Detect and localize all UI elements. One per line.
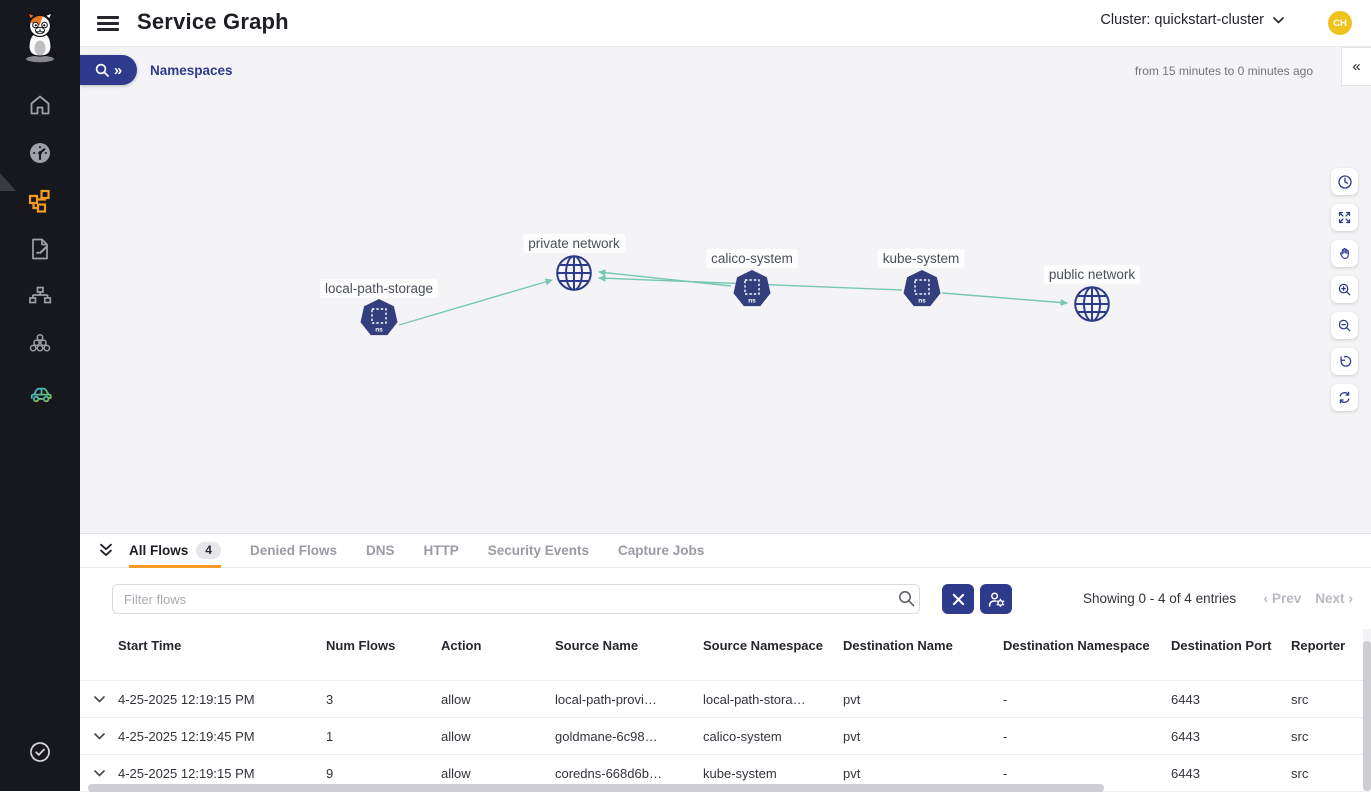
cluster-selector-label: Cluster: quickstart-cluster — [1100, 12, 1264, 28]
pager: ‹ Prev Next › — [1263, 584, 1353, 614]
filter-flows-input[interactable] — [112, 584, 920, 614]
next-button[interactable]: Next › — [1315, 591, 1353, 606]
user-settings-button[interactable] — [980, 584, 1012, 614]
row-expand-chevron-icon[interactable] — [80, 732, 118, 740]
column-header[interactable]: Num Flows — [326, 638, 396, 653]
right-panel-collapse-button[interactable]: « — [1341, 47, 1371, 86]
undo-button[interactable] — [1331, 348, 1358, 375]
sidebar — [0, 0, 80, 791]
chevrons-right-icon: » — [113, 61, 123, 79]
flows-tabs: All Flows 4 Denied Flows DNS HTTP Securi… — [129, 534, 704, 568]
column-header[interactable]: Destination Name — [843, 638, 953, 653]
zoom-in-button[interactable] — [1331, 276, 1358, 303]
network-node-public[interactable] — [1073, 285, 1111, 328]
tab-http[interactable]: HTTP — [423, 534, 458, 568]
namespace-node-local-path-storage[interactable]: ns — [359, 298, 399, 343]
tab-label: HTTP — [423, 542, 459, 558]
column-header[interactable]: Destination Namespace — [1003, 638, 1150, 653]
clock-icon — [1337, 174, 1352, 189]
chevron-down-icon — [1273, 16, 1284, 24]
column-header[interactable]: Destination Port — [1171, 638, 1272, 653]
row-expand-chevron-icon[interactable] — [80, 769, 118, 777]
topbar: Service Graph Cluster: quickstart-cluste… — [80, 0, 1371, 47]
node-label[interactable]: private network — [523, 234, 625, 253]
tab-security-events[interactable]: Security Events — [488, 534, 589, 568]
dashboard-gauge-icon[interactable] — [28, 141, 52, 165]
column-header[interactable]: Start Time — [118, 638, 182, 653]
car-icon[interactable] — [28, 380, 52, 404]
network-tree-icon[interactable] — [28, 285, 52, 309]
search-icon — [898, 590, 915, 612]
zoom-out-icon — [1338, 319, 1351, 332]
graph-search-button[interactable]: » — [80, 55, 137, 85]
tab-label: DNS — [365, 542, 395, 558]
tab-dns[interactable]: DNS — [366, 534, 395, 568]
service-graph-icon[interactable] — [28, 189, 52, 213]
column-header[interactable]: Reporter — [1291, 638, 1346, 653]
close-icon — [952, 593, 964, 605]
tab-capture-jobs[interactable]: Capture Jobs — [618, 534, 704, 568]
column-header[interactable]: Source Namespace — [703, 638, 823, 653]
active-nav-marker — [0, 173, 16, 191]
hand-icon — [1339, 247, 1349, 259]
zoom-in-icon — [1338, 283, 1351, 296]
svg-text:ns: ns — [748, 298, 756, 305]
circle-cluster-icon[interactable] — [28, 333, 52, 357]
flows-panel: All Flows 4 Denied Flows DNS HTTP Securi… — [80, 533, 1371, 792]
graph-edges — [398, 269, 1068, 326]
panel-collapse-button[interactable] — [97, 542, 117, 560]
node-label[interactable]: calico-system — [706, 249, 798, 268]
node-label[interactable]: public network — [1043, 265, 1141, 284]
home-icon[interactable] — [28, 93, 52, 117]
menu-hamburger-icon[interactable] — [97, 13, 119, 33]
avatar[interactable]: CH — [1328, 11, 1352, 35]
tab-count-badge: 4 — [196, 541, 221, 559]
tab-label: Capture Jobs — [618, 542, 705, 558]
svg-text:ns: ns — [375, 327, 383, 334]
network-node-private[interactable] — [555, 254, 593, 297]
time-range-label: from 15 minutes to 0 minutes ago — [1134, 64, 1313, 78]
node-label[interactable]: local-path-storage — [319, 279, 439, 298]
user-gear-icon — [988, 592, 1004, 607]
undo-icon — [1340, 356, 1352, 367]
table-header-row: Start Time Num Flows Action Source Name … — [80, 629, 1363, 681]
refresh-icon — [1339, 391, 1350, 404]
flows-table: Start Time Num Flows Action Source Name … — [80, 629, 1363, 792]
prev-button[interactable]: ‹ Prev — [1263, 591, 1302, 606]
fit-screen-button[interactable] — [1331, 204, 1358, 231]
pagination-status: Showing 0 - 4 of 4 entries — [1083, 591, 1237, 606]
tab-label: Security Events — [487, 542, 590, 558]
fit-screen-icon — [1338, 211, 1351, 224]
breadcrumb[interactable]: Namespaces — [150, 63, 233, 78]
tab-denied-flows[interactable]: Denied Flows — [250, 534, 337, 568]
vertical-scrollbar[interactable] — [1363, 641, 1371, 791]
flows-tabbar — [80, 534, 1371, 568]
refresh-button[interactable] — [1331, 384, 1358, 411]
service-graph-canvas[interactable]: » Namespaces from 15 minutes to 0 minute… — [80, 47, 1371, 533]
node-label[interactable]: kube-system — [877, 249, 965, 268]
column-header[interactable]: Source Name — [555, 638, 639, 653]
policies-document-icon[interactable] — [28, 237, 52, 261]
tab-label: All Flows — [129, 542, 189, 558]
svg-text:ns: ns — [918, 298, 926, 305]
table-row[interactable]: 4-25-2025 12:19:45 PM 1 allow goldmane-6… — [80, 718, 1363, 755]
row-expand-chevron-icon[interactable] — [80, 695, 118, 703]
tab-label: Denied Flows — [249, 542, 337, 558]
clear-filter-button[interactable] — [942, 584, 974, 614]
search-icon — [95, 63, 109, 77]
page-title: Service Graph — [137, 9, 289, 34]
column-header[interactable]: Action — [441, 638, 482, 653]
badge-check-icon[interactable] — [28, 740, 52, 764]
table-row[interactable]: 4-25-2025 12:19:15 PM 3 allow local-path… — [80, 681, 1363, 718]
tab-all-flows[interactable]: All Flows 4 — [129, 534, 221, 568]
horizontal-scrollbar[interactable] — [88, 784, 1104, 792]
cluster-selector[interactable]: Cluster: quickstart-cluster — [1100, 12, 1284, 28]
namespace-node-calico-system[interactable]: ns — [732, 269, 772, 314]
pan-hand-button[interactable] — [1331, 240, 1358, 267]
zoom-out-button[interactable] — [1331, 312, 1358, 339]
calico-cat-logo[interactable] — [18, 12, 62, 69]
time-settings-button[interactable] — [1331, 168, 1358, 195]
namespace-node-kube-system[interactable]: ns — [902, 269, 942, 314]
chevrons-down-icon — [100, 543, 112, 556]
